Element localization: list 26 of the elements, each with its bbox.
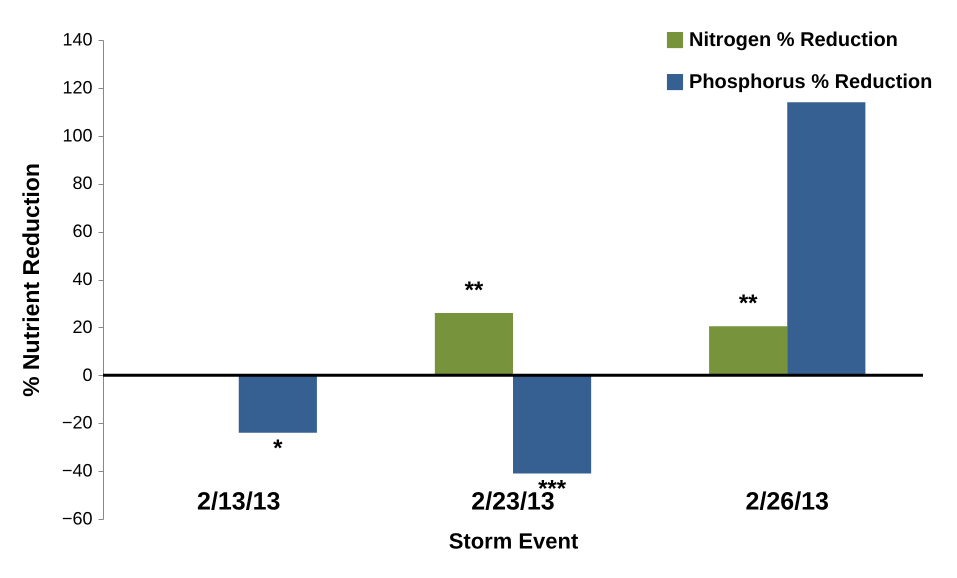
- x-tick-label: 2/13/13: [197, 488, 280, 516]
- annotation: *: [273, 434, 284, 462]
- y-tick-label: 20: [72, 316, 92, 337]
- bar: [434, 313, 513, 376]
- y-tick-label: 120: [62, 77, 92, 98]
- legend-label: Phosphorus % Reduction: [689, 71, 932, 93]
- y-tick-label: 100: [62, 125, 92, 146]
- annotation: **: [738, 290, 758, 318]
- bar: [513, 375, 592, 474]
- bar: [238, 375, 317, 433]
- annotation: **: [464, 277, 484, 304]
- y-tick-label: 80: [72, 173, 92, 194]
- y-axis-title: % Nutrient Reduction: [18, 163, 44, 397]
- y-tick-label: 40: [72, 269, 92, 289]
- y-tick-label: 0: [82, 364, 92, 385]
- x-tick-label: 2/23/13: [471, 488, 555, 516]
- legend-label: Nitrogen % Reduction: [689, 29, 898, 51]
- y-tick-label: −20: [62, 412, 92, 433]
- y-tick-label: −40: [62, 460, 92, 481]
- y-tick-label: 140: [62, 30, 92, 50]
- bar: [709, 326, 788, 376]
- y-tick-label: −60: [62, 508, 92, 528]
- x-tick-label: 2/26/13: [746, 488, 829, 516]
- y-tick-label: 60: [72, 221, 92, 242]
- x-axis-title: Storm Event: [448, 528, 579, 554]
- bar: [787, 102, 866, 376]
